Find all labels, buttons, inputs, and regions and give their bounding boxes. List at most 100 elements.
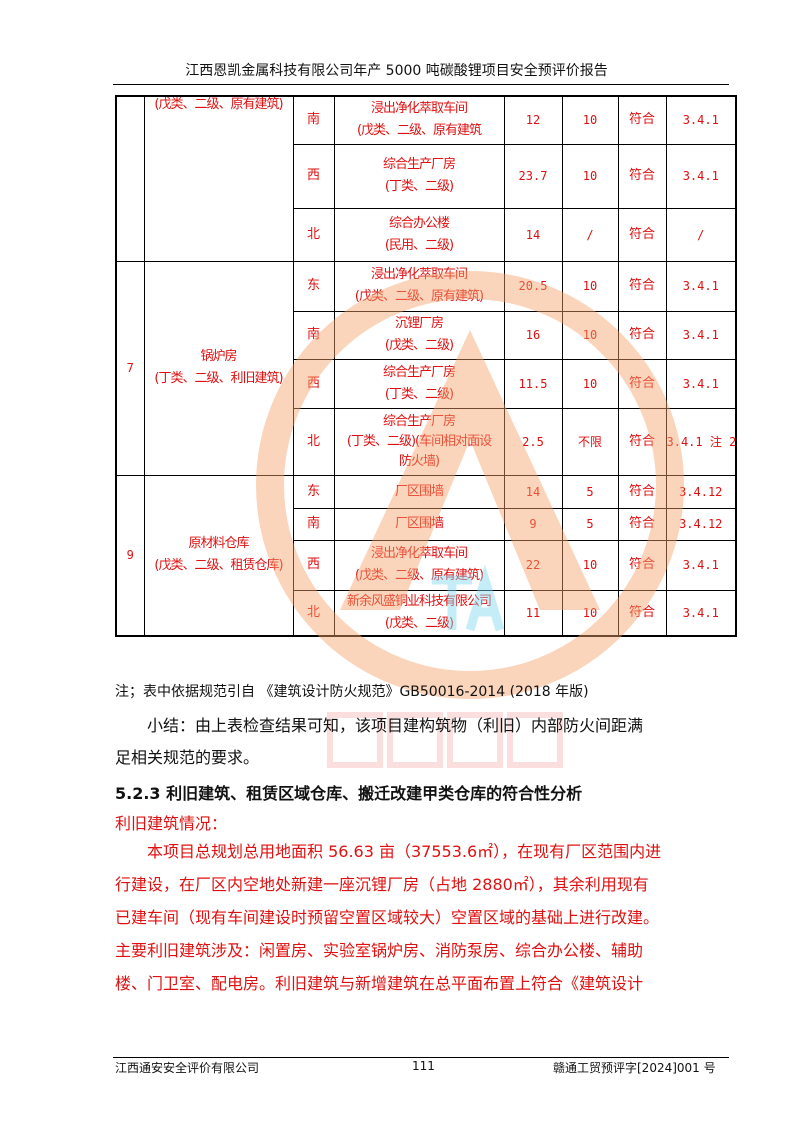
- adjacent-building: 浸出净化萃取车间 (戊类、二级、原有建筑): [333, 539, 505, 591]
- building-name: (戊类、二级、原有建筑): [143, 95, 294, 262]
- result: 符合: [617, 539, 667, 591]
- table-row: (戊类、二级、原有建筑) 南浸出净化萃取车间 (戊类、二级、原有建筑 12 10 符合 3.…: [115, 95, 737, 262]
- paragraph-line: 行建设，在厂区内空地处新建一座沉锂厂房（占地 2880㎡），其余利用现有: [115, 875, 649, 894]
- required-distance: 5: [561, 474, 619, 509]
- adjacent-building-line: 新余风盛铜业科技有限公司: [346, 593, 492, 609]
- actual-distance: 20.5: [503, 260, 563, 312]
- adjacent-building: 厂区围墙: [333, 474, 505, 509]
- adjacent-building-line: (丁类、二级): [384, 179, 454, 194]
- required-distance: 10: [561, 260, 619, 312]
- clause: 3.4.1: [665, 358, 737, 409]
- building-name-line: 锅炉房: [200, 349, 237, 364]
- required-distance: /: [561, 207, 619, 262]
- required-distance: 10: [561, 589, 619, 636]
- adjacent-building: 综合生产厂房 (丁类、二级)(车间相对面设 防火墙): [333, 407, 505, 476]
- adjacent-building-line: 沉锂厂房: [394, 316, 444, 331]
- header-divider: [113, 84, 729, 85]
- fire-distance-table: (戊类、二级、原有建筑) 南浸出净化萃取车间 (戊类、二级、原有建筑 12 10 符合 3.…: [115, 95, 737, 637]
- adjacent-building-line: 综合生产厂房: [382, 413, 456, 429]
- direction: 北: [292, 207, 335, 262]
- adjacent-building-line: (丁类、二级): [384, 386, 454, 402]
- result: 符合: [617, 407, 667, 476]
- summary-line-2: 足相关规范的要求。: [115, 748, 260, 767]
- actual-distance: 2.5: [503, 407, 563, 476]
- adjacent-building: 新余风盛铜业科技有限公司 (戊类、二级): [333, 589, 505, 636]
- table-row: 7 锅炉房 (丁类、二级、利旧建筑) 东 浸出净化萃取车间 (戊类、二级、原有建筑) 20.…: [115, 260, 737, 476]
- required-distance: 10: [561, 358, 619, 409]
- result: 符合: [617, 207, 667, 262]
- result: 符合: [617, 310, 667, 360]
- direction: 南: [292, 95, 335, 145]
- actual-distance: 12: [503, 95, 563, 145]
- paragraph-line: 主要利旧建筑涉及：闲置房、实验室锅炉房、消防泵房、综合办公楼、辅助: [115, 941, 644, 960]
- direction: 北: [292, 589, 335, 636]
- clause: 3.4.1: [665, 539, 737, 591]
- direction: 西: [292, 143, 335, 209]
- paragraph-line: 本项目总规划总用地面积 56.63 亩（37553.6㎡），在现有厂区范围内进: [115, 842, 662, 861]
- table-row: 西 浸出净化萃取车间 (戊类、二级、原有建筑) 22 10 符合 3.4.1: [116, 539, 737, 591]
- clause: 3.4.12: [665, 507, 737, 541]
- table-row: 西 综合生产厂房 (丁类、二级) 11.5 10 符合 3.4.1: [116, 358, 737, 409]
- adjacent-building: 综合生产厂房 (丁类、二级): [333, 358, 505, 409]
- building-name: 锅炉房 (丁类、二级、利旧建筑): [143, 260, 294, 476]
- adjacent-building-line: 防火墙): [398, 453, 440, 469]
- direction: 东: [292, 474, 335, 509]
- adjacent-building: 沉锂厂房 (戊类、二级): [333, 310, 505, 360]
- clause: 3.4.1: [665, 95, 737, 145]
- footer-report-number: 赣通工贸预评字[2024]001 号: [553, 1061, 716, 1075]
- clause: 3.4.1: [665, 310, 737, 360]
- actual-distance: 23.7: [503, 143, 563, 209]
- adjacent-building-line: 厂区围墙: [394, 483, 444, 499]
- result: 符合: [617, 260, 667, 312]
- adjacent-building-line: 厂区围墙: [394, 516, 444, 531]
- adjacent-building-line: 浸出净化萃取车间: [370, 267, 468, 282]
- adjacent-building-line: (丁类、二级)(车间相对面设: [346, 433, 492, 449]
- table-row: 西 综合生产厂房 (丁类、二级) 23.7 10 符合 3.4.1: [116, 143, 737, 209]
- adjacent-building-line: 综合生产厂房: [382, 157, 456, 172]
- result: 符合: [617, 474, 667, 509]
- building-number: [115, 95, 145, 262]
- result: 符合: [617, 95, 667, 145]
- table-row: 北综合办公楼 (民用、二级) 14/符合 /: [116, 207, 737, 262]
- footer-divider: [113, 1057, 729, 1058]
- building-number: 7: [115, 260, 145, 476]
- required-distance: 10: [561, 95, 619, 145]
- paragraph-line: 楼、门卫室、配电房。利旧建筑与新增建筑在总平面布置上符合《建筑设计: [115, 974, 644, 993]
- table-row: 北 综合生产厂房 (丁类、二级)(车间相对面设 防火墙) 2.5 不限 符合 3.4.1 注 …: [116, 407, 737, 476]
- required-distance: 不限: [561, 407, 619, 476]
- adjacent-building-line: (戊类、二级): [384, 615, 454, 631]
- required-distance: 10: [561, 310, 619, 360]
- section-heading: 5.2.3 利旧建筑、租赁区域仓库、搬迁改建甲类仓库的符合性分析: [115, 784, 583, 803]
- actual-distance: 9: [503, 507, 563, 541]
- result: 符合: [617, 358, 667, 409]
- actual-distance: 14: [503, 207, 563, 262]
- adjacent-building-line: (民用、二级): [384, 237, 454, 253]
- clause: 3.4.1: [665, 589, 737, 636]
- adjacent-building-line: 浸出净化萃取车间: [370, 546, 468, 561]
- clause: 3.4.1 注 2: [665, 407, 737, 476]
- adjacent-building-line: 综合生产厂房: [382, 364, 456, 380]
- direction: 南: [292, 507, 335, 541]
- summary-line-1: 小结：由上表检查结果可知，该项目建构筑物（利旧）内部防火间距满: [115, 716, 644, 735]
- adjacent-building: 综合生产厂房 (丁类、二级): [333, 143, 505, 209]
- table-row: 南 厂区围墙 9 5 符合 3.4.12: [116, 507, 737, 541]
- paragraph-line: 已建车间（现有车间建设时预留空置区域较大）空置区域的基础上进行改建。: [115, 908, 660, 927]
- subheading: 利旧建筑情况：: [115, 814, 228, 833]
- direction: 东: [292, 260, 335, 312]
- building-number: 9: [115, 474, 145, 636]
- page-number: 111: [412, 1059, 435, 1073]
- direction: 西: [292, 358, 335, 409]
- actual-distance: 16: [503, 310, 563, 360]
- adjacent-building-line: (戊类、二级): [384, 338, 454, 353]
- adjacent-building-line: 浸出净化萃取车间: [370, 101, 468, 117]
- building-name: 原材料仓库 (戊类、二级、租赁仓库): [143, 474, 294, 636]
- building-name-line: (戊类、二级、原有建筑): [154, 97, 283, 112]
- direction: 北: [292, 407, 335, 476]
- result: 符合: [617, 589, 667, 636]
- clause: /: [665, 207, 737, 262]
- adjacent-building: 综合办公楼 (民用、二级): [333, 207, 505, 262]
- result: 符合: [617, 507, 667, 541]
- clause: 3.4.12: [665, 474, 737, 509]
- table-row: 9 原材料仓库 (戊类、二级、租赁仓库) 东厂区围墙 14 5 符合 3.4.12: [115, 474, 737, 636]
- adjacent-building: 厂区围墙: [333, 507, 505, 541]
